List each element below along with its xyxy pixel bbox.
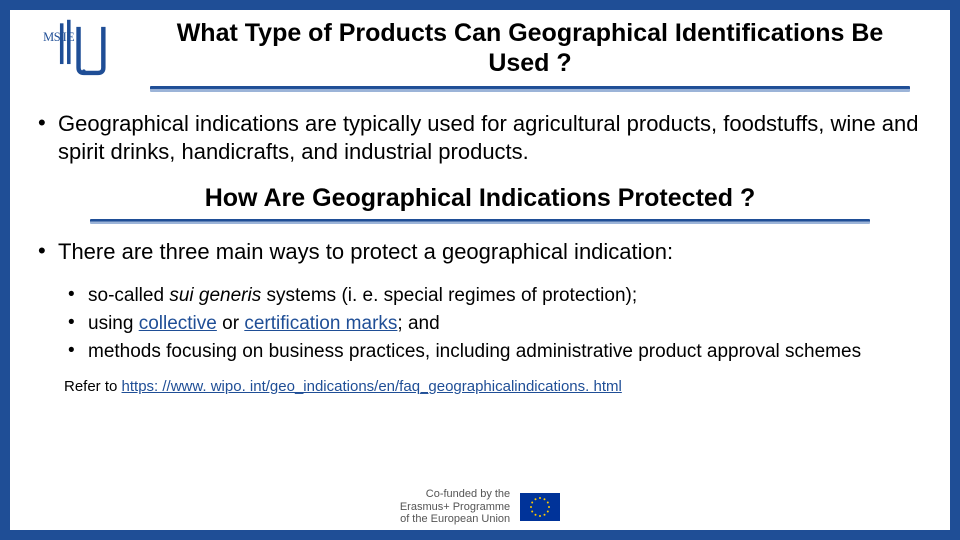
- paragraph-1: Geographical indications are typically u…: [58, 110, 922, 166]
- svg-text:S: S: [54, 30, 61, 44]
- svg-text:M: M: [43, 30, 54, 44]
- text: or: [217, 313, 244, 334]
- footer-line3: of the European Union: [400, 513, 510, 526]
- footer-text: Co-funded by the Erasmus+ Programme of t…: [400, 488, 510, 526]
- paragraph-2: There are three main ways to protect a g…: [58, 238, 922, 266]
- title-block: What Type of Products Can Geographical I…: [120, 18, 940, 92]
- bullet-dot: •: [68, 340, 88, 364]
- refer-row: Refer to https: //www. wipo. int/geo_ind…: [64, 378, 922, 395]
- content-area: • Geographical indications are typically…: [10, 92, 950, 395]
- bullet-level1: • Geographical indications are typically…: [38, 110, 922, 166]
- text: systems (i. e. special regimes of protec…: [261, 285, 637, 306]
- footer-line1: Co-funded by the: [400, 488, 510, 501]
- sub-c: methods focusing on business practices, …: [88, 340, 922, 364]
- slide-title: What Type of Products Can Geographical I…: [150, 18, 910, 78]
- bullet-level2: • so-called sui generis systems (i. e. s…: [68, 284, 922, 308]
- refer-link[interactable]: https: //www. wipo. int/geo_indications/…: [122, 378, 622, 395]
- bullet-dot: •: [68, 284, 88, 308]
- link-collective[interactable]: collective: [139, 313, 217, 334]
- eu-flag-icon: [520, 493, 560, 521]
- refer-label: Refer to: [64, 378, 122, 395]
- bullet-dot: •: [68, 312, 88, 336]
- text: so-called: [88, 285, 169, 306]
- title-underline: [150, 86, 910, 92]
- section-heading: How Are Geographical Indications Protect…: [38, 184, 922, 213]
- bullet-level1: • There are three main ways to protect a…: [38, 238, 922, 266]
- italic-term: sui generis: [169, 285, 261, 306]
- section-underline: [90, 219, 870, 224]
- sub-a: so-called sui generis systems (i. e. spe…: [88, 284, 922, 308]
- footer-line2: Erasmus+ Programme: [400, 501, 510, 514]
- bullet-dot: •: [38, 110, 58, 166]
- text: using: [88, 313, 139, 334]
- bullet-dot: •: [38, 238, 58, 266]
- footer: Co-funded by the Erasmus+ Programme of t…: [10, 488, 950, 526]
- slide-frame: M S I E What Type of Products Can Geogra…: [0, 0, 960, 540]
- msie-logo: M S I E: [30, 18, 120, 80]
- sub-b: using collective or certification marks;…: [88, 312, 922, 336]
- bullet-level2: • using collective or certification mark…: [68, 312, 922, 336]
- text: ; and: [397, 313, 439, 334]
- header-row: M S I E What Type of Products Can Geogra…: [10, 10, 950, 92]
- link-certification-marks[interactable]: certification marks: [244, 313, 397, 334]
- bullet-level2: • methods focusing on business practices…: [68, 340, 922, 364]
